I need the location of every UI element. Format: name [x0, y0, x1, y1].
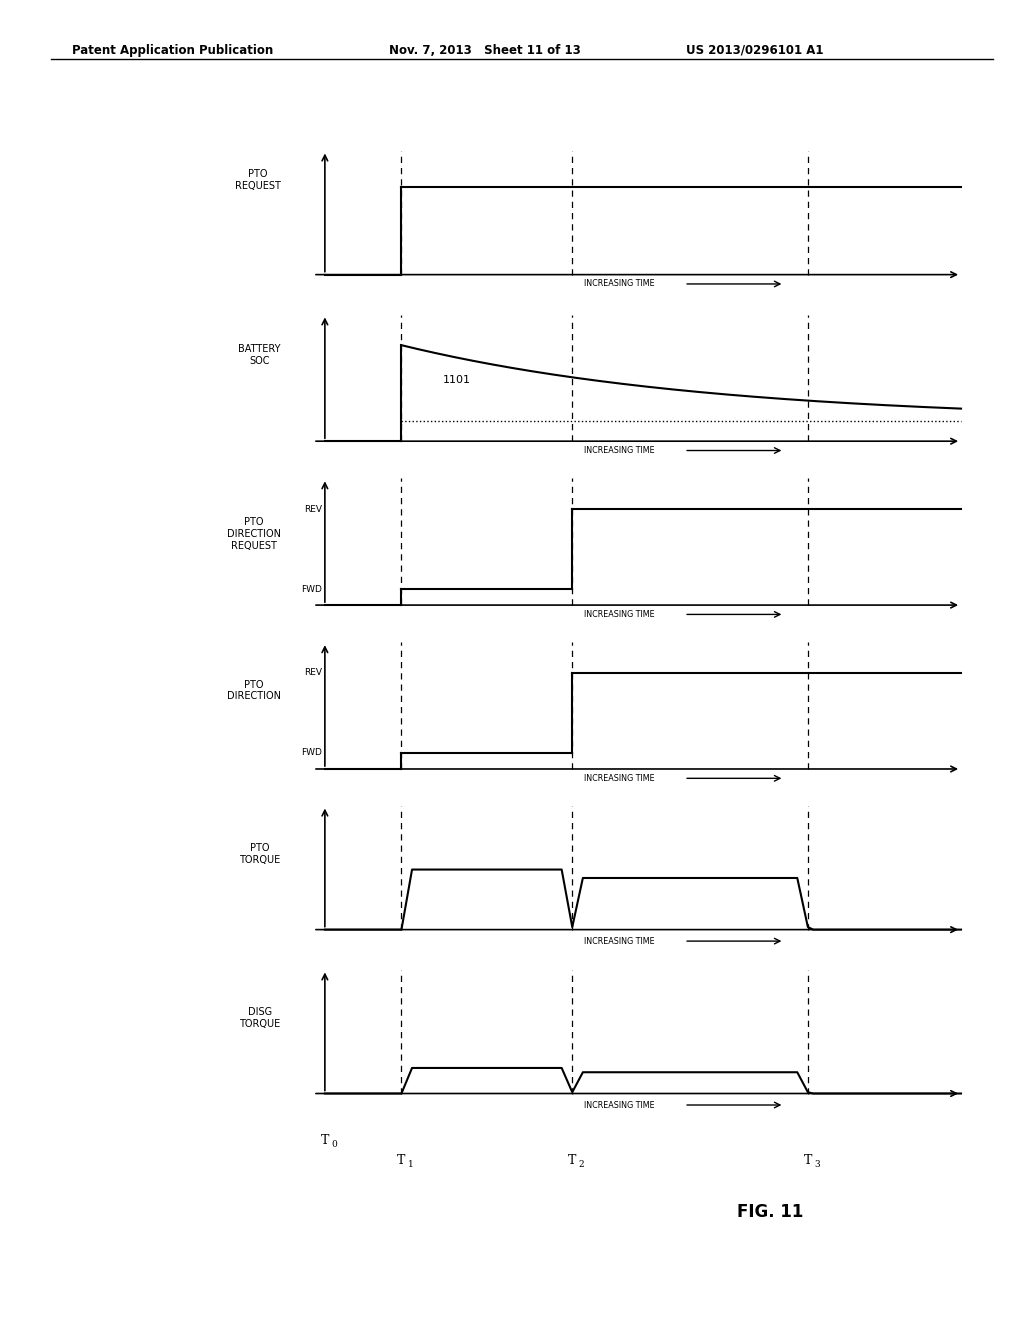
Text: 1101: 1101	[442, 375, 471, 385]
Text: Patent Application Publication: Patent Application Publication	[72, 44, 273, 57]
Text: US 2013/0296101 A1: US 2013/0296101 A1	[686, 44, 823, 57]
Text: T: T	[397, 1154, 406, 1167]
Text: FWD: FWD	[301, 585, 322, 594]
Text: INCREASING TIME: INCREASING TIME	[584, 610, 654, 619]
Text: T: T	[568, 1154, 577, 1167]
Text: INCREASING TIME: INCREASING TIME	[584, 446, 654, 455]
Text: INCREASING TIME: INCREASING TIME	[584, 937, 654, 945]
Text: REV: REV	[304, 668, 322, 677]
Text: BATTERY
SOC: BATTERY SOC	[238, 345, 281, 366]
Text: PTO
REQUEST: PTO REQUEST	[234, 169, 281, 191]
Text: PTO
TORQUE: PTO TORQUE	[240, 843, 281, 865]
Text: FWD: FWD	[301, 748, 322, 758]
Text: T: T	[804, 1154, 812, 1167]
Text: INCREASING TIME: INCREASING TIME	[584, 280, 654, 289]
Text: INCREASING TIME: INCREASING TIME	[584, 1101, 654, 1110]
Text: FIG. 11: FIG. 11	[737, 1203, 804, 1221]
Text: PTO
DIRECTION: PTO DIRECTION	[226, 680, 281, 701]
Text: REV: REV	[304, 504, 322, 513]
Text: DISG
TORQUE: DISG TORQUE	[240, 1007, 281, 1028]
Text: INCREASING TIME: INCREASING TIME	[584, 774, 654, 783]
Text: Nov. 7, 2013   Sheet 11 of 13: Nov. 7, 2013 Sheet 11 of 13	[389, 44, 581, 57]
Text: 2: 2	[579, 1160, 584, 1170]
Text: PTO
DIRECTION
REQUEST: PTO DIRECTION REQUEST	[226, 517, 281, 550]
Text: T: T	[321, 1134, 329, 1147]
Text: 3: 3	[814, 1160, 819, 1170]
Text: 0: 0	[331, 1140, 337, 1150]
Text: 1: 1	[408, 1160, 414, 1170]
